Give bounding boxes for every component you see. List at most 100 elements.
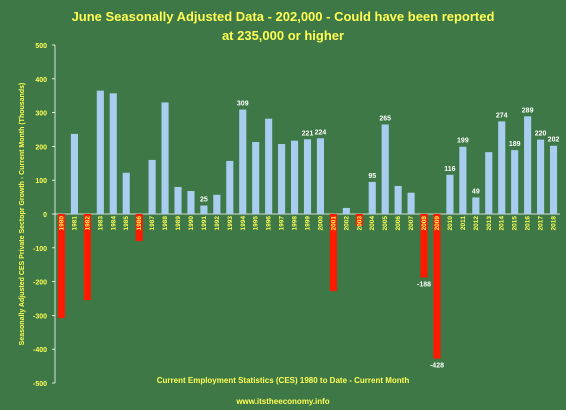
x-tick-label-1988: 1988 bbox=[162, 216, 169, 231]
data-label-2018: 202 bbox=[548, 137, 560, 144]
x-tick-label-1995: 1995 bbox=[253, 216, 260, 231]
data-label-2016: 289 bbox=[522, 107, 534, 114]
y-tick-label: -500 bbox=[33, 381, 47, 388]
x-tick-label-2010: 2010 bbox=[447, 216, 454, 231]
bar-1981 bbox=[70, 133, 78, 214]
x-tick-label-2005: 2005 bbox=[382, 216, 389, 231]
data-label-2009: -428 bbox=[430, 363, 444, 370]
bar-layer bbox=[57, 90, 558, 359]
bar-2006 bbox=[394, 185, 402, 214]
data-label-2004: 95 bbox=[368, 173, 376, 180]
y-tick-label: 300 bbox=[35, 111, 47, 118]
bar-1990 bbox=[187, 191, 195, 214]
data-label-2014: 274 bbox=[496, 112, 508, 119]
y-tick-label: -100 bbox=[33, 246, 47, 253]
x-tick-label-1983: 1983 bbox=[97, 216, 104, 231]
x-tick-label-1997: 1997 bbox=[279, 216, 286, 231]
x-tick-label-2001: 2001 bbox=[330, 216, 337, 231]
x-tick-label-1986: 1986 bbox=[136, 216, 143, 231]
bar-2011 bbox=[459, 146, 467, 214]
x-tick-label-1990: 1990 bbox=[188, 216, 195, 231]
x-tick-label-1994: 1994 bbox=[240, 216, 247, 231]
bar-1988 bbox=[161, 102, 169, 214]
y-tick-label: 400 bbox=[35, 77, 47, 84]
bar-2000 bbox=[316, 138, 325, 214]
data-label-2017: 220 bbox=[535, 131, 547, 138]
x-tick-label-2006: 2006 bbox=[395, 216, 402, 231]
bar-2013 bbox=[485, 152, 493, 214]
x-axis-label: Current Employment Statistics (CES) 1980… bbox=[156, 376, 410, 385]
bar-1983 bbox=[96, 90, 104, 214]
data-label-2005: 265 bbox=[379, 115, 391, 122]
x-tick-label-2003: 2003 bbox=[356, 216, 363, 231]
bar-1997 bbox=[278, 144, 286, 214]
bar-2009 bbox=[433, 214, 441, 359]
footer-url: www.itstheeconomy.info bbox=[236, 397, 330, 406]
bar-2002 bbox=[342, 207, 350, 214]
x-tick-label-1998: 1998 bbox=[292, 216, 299, 231]
bar-2014 bbox=[498, 121, 506, 214]
y-tick-label: 500 bbox=[35, 43, 47, 50]
bar-2017 bbox=[537, 139, 545, 214]
x-tick-label-1996: 1996 bbox=[266, 216, 273, 231]
y-axis-label: Seasonally Adjusted CES Private Sectopr … bbox=[19, 83, 26, 346]
data-label-1994: 309 bbox=[237, 101, 249, 108]
data-label-2000: 224 bbox=[315, 129, 327, 136]
y-tick-label: 0 bbox=[43, 212, 47, 219]
bar-1987 bbox=[148, 159, 156, 214]
bar-2016 bbox=[524, 116, 532, 214]
bar-1992 bbox=[213, 194, 221, 214]
bar-2008 bbox=[420, 214, 428, 278]
x-tick-label-2014: 2014 bbox=[499, 216, 506, 231]
bar-1985 bbox=[122, 172, 130, 214]
bar-1998 bbox=[290, 140, 299, 214]
data-label-2008: -188 bbox=[417, 282, 431, 289]
x-tick-label-2004: 2004 bbox=[369, 216, 376, 231]
x-tick-label-2016: 2016 bbox=[525, 216, 532, 231]
bar-1994 bbox=[239, 109, 247, 214]
bar-1991 bbox=[200, 205, 208, 214]
x-tick-label-2008: 2008 bbox=[421, 216, 428, 231]
bar-2001 bbox=[329, 214, 337, 292]
x-tick-label-1984: 1984 bbox=[110, 216, 117, 231]
label-layer: 1980 1981 1982 1983 1984 1985 1986 1987 1988 1989… bbox=[58, 101, 559, 370]
y-tick-label: -200 bbox=[33, 280, 47, 287]
y-tick-label: -400 bbox=[33, 347, 47, 354]
bar-2004 bbox=[368, 181, 376, 214]
bar-2007 bbox=[407, 192, 415, 214]
bar-1999 bbox=[303, 139, 312, 214]
bar-2003 bbox=[355, 214, 363, 226]
bar-1993 bbox=[226, 160, 234, 214]
bar-1982 bbox=[83, 214, 91, 301]
x-tick-label-2017: 2017 bbox=[538, 216, 545, 231]
x-tick-label-2013: 2013 bbox=[486, 216, 493, 231]
y-tick-label: 100 bbox=[35, 178, 47, 185]
y-tick-label: -300 bbox=[33, 313, 47, 320]
x-tick-label-1991: 1991 bbox=[201, 216, 208, 231]
bar-2010 bbox=[446, 174, 454, 214]
x-tick-label-1992: 1992 bbox=[214, 216, 221, 231]
bar-2018 bbox=[549, 145, 558, 214]
x-tick-label-2002: 2002 bbox=[343, 216, 350, 231]
bar-2012 bbox=[472, 197, 480, 214]
x-tick-label-2012: 2012 bbox=[473, 216, 480, 231]
data-label-2015: 189 bbox=[509, 141, 521, 148]
x-tick-label-1985: 1985 bbox=[123, 216, 130, 231]
x-tick-label-2007: 2007 bbox=[408, 216, 415, 231]
bar-1984 bbox=[109, 93, 117, 214]
bar-1995 bbox=[252, 142, 260, 214]
chart-title-line-1: June Seasonally Adjusted Data - 202,000 … bbox=[71, 9, 495, 24]
x-tick-label-1999: 1999 bbox=[305, 216, 312, 231]
x-tick-label-2000: 2000 bbox=[317, 216, 324, 231]
bar-1996 bbox=[265, 118, 273, 214]
data-label-2010: 116 bbox=[444, 166, 455, 173]
data-label-2011: 199 bbox=[457, 138, 469, 145]
bar-1986 bbox=[135, 214, 143, 242]
data-label-2012: 49 bbox=[472, 188, 480, 195]
data-label-1999: 221 bbox=[302, 130, 314, 137]
x-tick-label-2018: 2018 bbox=[551, 216, 558, 231]
x-tick-label-1989: 1989 bbox=[175, 216, 182, 231]
x-tick-label-2011: 2011 bbox=[460, 216, 467, 230]
bar-2015 bbox=[511, 150, 519, 214]
